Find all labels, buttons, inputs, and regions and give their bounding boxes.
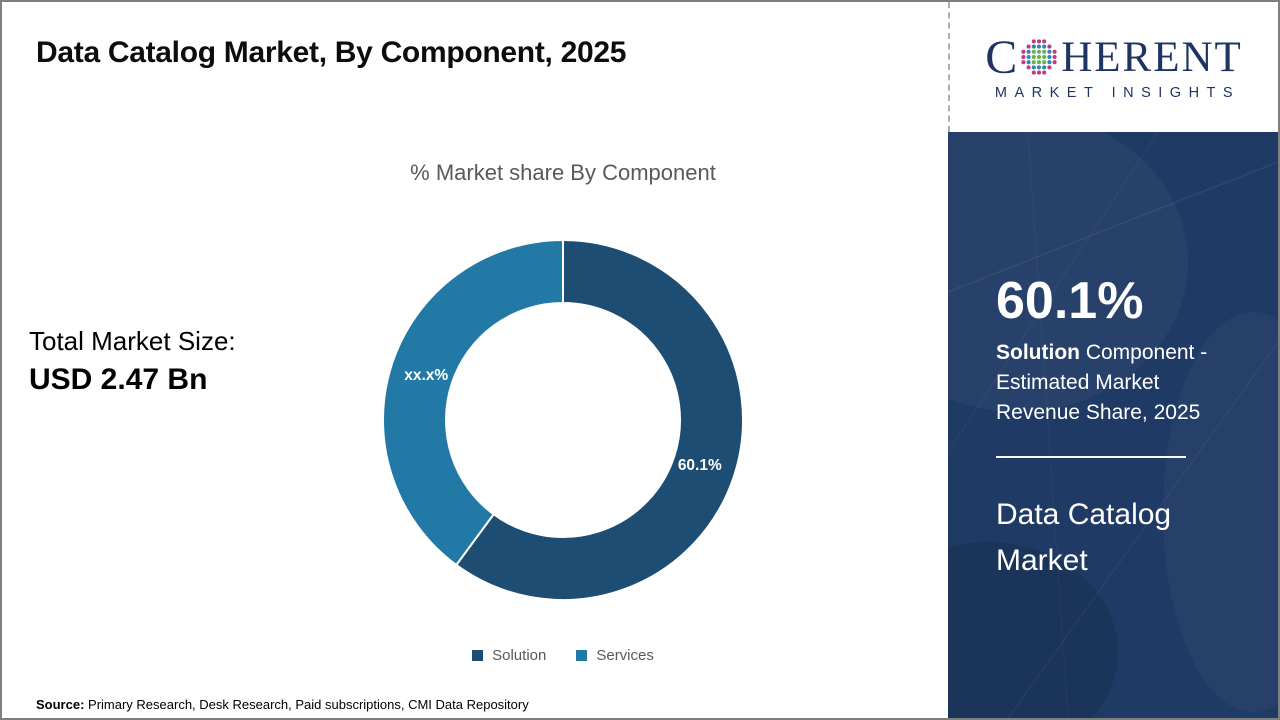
source-note: Source: Primary Research, Desk Research,… xyxy=(36,697,529,712)
legend-item-solution: Solution xyxy=(472,647,546,664)
source-label: Source: xyxy=(36,697,85,712)
brand-logo: C HERENT MARKET INSIGHTS xyxy=(948,2,1278,132)
source-text: Primary Research, Desk Research, Paid su… xyxy=(84,697,529,712)
page-title: Data Catalog Market, By Component, 2025 xyxy=(36,36,627,69)
stat-description: Solution Component - Estimated Market Re… xyxy=(996,338,1248,428)
slice-label-services: xx.x% xyxy=(404,367,448,384)
donut-chart: 60.1% xx.x% xyxy=(382,238,744,601)
market-name: Data Catalog Market xyxy=(996,498,1172,577)
total-market-size-value: USD 2.47 Bn xyxy=(29,363,208,396)
slice-label-solution: 60.1% xyxy=(678,457,722,474)
logo-wordmark: C HERENT xyxy=(985,30,1243,84)
total-market-size-block: Total Market Size: USD 2.47 Bn xyxy=(29,326,236,397)
legend-item-services: Services xyxy=(576,647,654,664)
highlight-panel: 60.1% Solution Component - Estimated Mar… xyxy=(948,132,1278,718)
logo-subtitle: MARKET INSIGHTS xyxy=(994,84,1241,101)
legend-swatch-icon xyxy=(576,650,588,661)
legend-label: Services xyxy=(596,647,654,664)
logo-letters-rest: HERENT xyxy=(1061,34,1243,81)
logo-globe-icon xyxy=(1021,38,1057,75)
donut-slice-solution xyxy=(454,238,744,601)
legend-swatch-icon xyxy=(472,650,484,661)
total-market-size-label: Total Market Size: xyxy=(29,326,236,356)
chart-title: % Market share By Component xyxy=(410,160,716,185)
legend-label: Solution xyxy=(492,647,547,664)
donut-slice-services xyxy=(382,238,564,567)
stat-value: 60.1% xyxy=(996,272,1144,330)
logo-letter-c: C xyxy=(985,30,1018,84)
stat-description-rest: Component - Estimated Market Revenue Sha… xyxy=(996,341,1208,424)
stat-description-bold: Solution xyxy=(996,341,1080,364)
panel-divider xyxy=(996,456,1186,458)
chart-legend: Solution Services xyxy=(333,647,793,664)
